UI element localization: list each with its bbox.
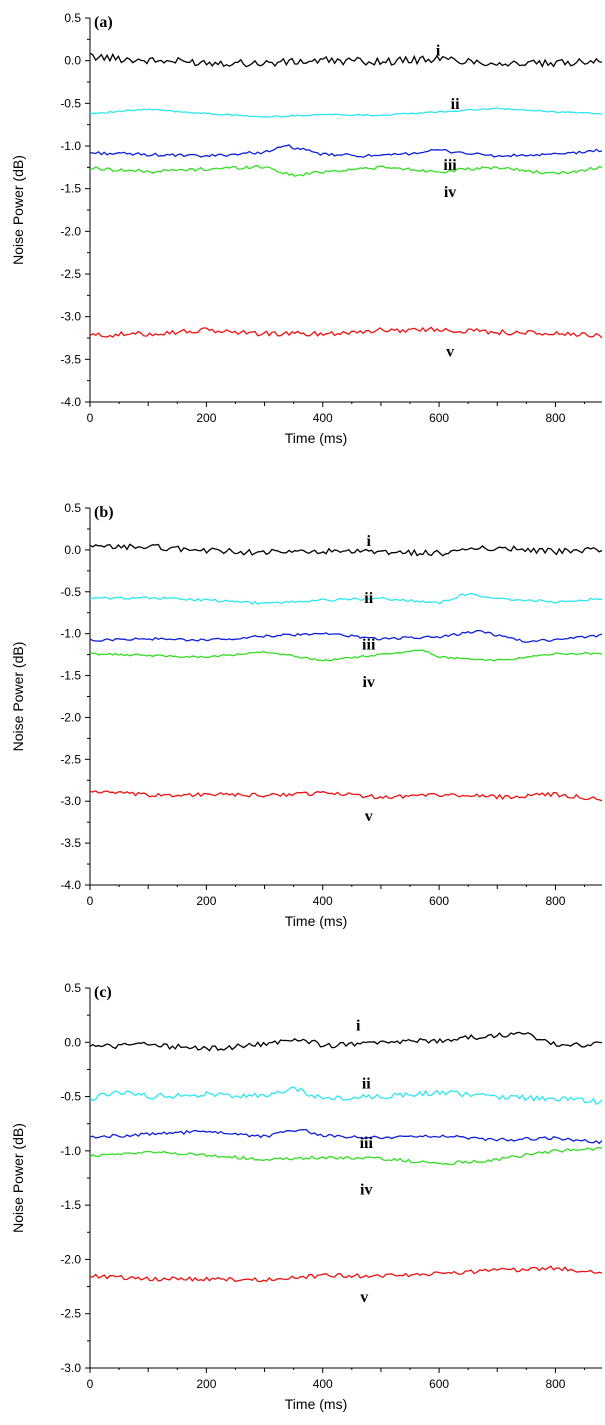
y-axis-title: Noise Power (dB) [10,155,26,265]
series-line-iii [89,144,603,158]
y-tick-label: 0.0 [64,543,81,557]
series-line-iii [89,629,603,643]
series-line-iii [89,1128,603,1145]
x-axis-title: Time (ms) [285,430,347,446]
series-line-i [89,1031,603,1052]
series-label-ii: ii [364,590,373,607]
series-label-ii: ii [451,96,460,113]
series-label-iv: iv [363,674,375,691]
y-tick-label: -3.0 [60,310,81,324]
y-tick-label: 0.5 [64,981,81,995]
x-axis-title: Time (ms) [285,913,347,929]
x-tick-label: 0 [87,894,94,908]
series-line-iv [89,649,603,662]
chart-panel-3: 0.5 0.0 -0.5 -1.0 -1.5 -2.0 -2.5 -3.0 0 200 400 600… [10,981,603,1412]
y-tick-label: -2.5 [60,1307,81,1321]
x-tick-label: 600 [429,894,449,908]
y-tick-label: -4.0 [60,878,81,892]
y-tick-label: -1.0 [60,139,81,153]
y-tick-label: -2.5 [60,267,81,281]
y-tick-label: -3.0 [60,794,81,808]
series-line-v [89,1265,603,1283]
panel-label: (c) [94,984,112,1001]
series-label-i: i [356,1017,361,1034]
series-line-v [89,790,603,802]
series-line-iv [89,165,603,178]
chart-panel-1: 0.5 0.0 -0.5 -1.0 -1.5 -2.0 -2.5 -3.0 -3.5 -4.0 0 2… [10,11,603,446]
x-tick-label: 400 [313,1377,333,1391]
series-label-v: v [360,1289,368,1306]
panel-label: (b) [94,504,114,521]
y-tick-label: -1.5 [60,1198,81,1212]
series-line-i [89,52,603,68]
y-tick-label: -0.5 [60,96,81,110]
y-tick-label: -2.0 [60,710,81,724]
series-label-v: v [446,344,454,361]
y-tick-label: -3.5 [60,352,81,366]
y-tick-label: -2.0 [60,224,81,238]
x-tick-label: 400 [313,411,333,425]
series-line-i [89,543,603,557]
x-tick-label: 200 [196,1377,216,1391]
y-tick-label: -1.5 [60,182,81,196]
series-line-ii [89,1086,603,1106]
x-tick-label: 600 [429,1377,449,1391]
y-tick-label: 0.5 [64,11,81,25]
y-tick-label: -4.0 [60,395,81,409]
y-tick-label: -2.0 [60,1252,81,1266]
y-tick-label: -3.5 [60,836,81,850]
chart-panel-2: 0.5 0.0 -0.5 -1.0 -1.5 -2.0 -2.5 -3.0 -3.5 -4.0 0 2… [10,501,603,929]
series-line-ii [89,107,603,118]
series-label-iv: iv [444,184,456,201]
x-tick-label: 200 [196,411,216,425]
series-label-iii: iii [443,157,457,174]
x-tick-label: 800 [545,894,565,908]
x-tick-label: 400 [313,894,333,908]
y-tick-label: 0.0 [64,54,81,68]
y-tick-label: 0.0 [64,1035,81,1049]
y-axis-title: Noise Power (dB) [10,642,26,752]
y-tick-label: -1.5 [60,669,81,683]
x-tick-label: 0 [87,1377,94,1391]
y-axis-title: Noise Power (dB) [10,1123,26,1233]
series-line-ii [89,592,603,605]
panel-label: (a) [94,14,113,31]
x-tick-label: 600 [429,411,449,425]
x-tick-label: 800 [545,411,565,425]
series-label-i: i [436,42,441,59]
x-axis-title: Time (ms) [285,1396,347,1412]
series-label-iv: iv [360,1181,372,1198]
y-tick-label: -1.0 [60,1144,81,1158]
y-tick-label: -0.5 [60,585,81,599]
x-tick-label: 200 [196,894,216,908]
series-label-iii: iii [360,1135,374,1152]
x-tick-label: 800 [545,1377,565,1391]
y-tick-label: 0.5 [64,501,81,515]
y-tick-label: -1.0 [60,627,81,641]
y-tick-label: -0.5 [60,1090,81,1104]
series-label-v: v [365,808,373,825]
series-label-iii: iii [362,636,376,653]
series-line-iv [89,1146,603,1166]
y-tick-label: -3.0 [60,1361,81,1375]
series-label-i: i [367,533,372,550]
y-tick-label: -2.5 [60,752,81,766]
series-line-v [89,326,603,339]
series-label-ii: ii [362,1076,371,1093]
x-tick-label: 0 [87,411,94,425]
